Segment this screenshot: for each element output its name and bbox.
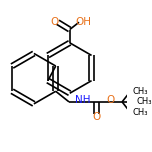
Text: O: O (50, 17, 59, 27)
Text: CH₃: CH₃ (133, 108, 148, 117)
Text: O: O (107, 95, 115, 105)
Text: O: O (93, 112, 101, 122)
Text: CH₃: CH₃ (133, 87, 148, 96)
Text: CH₃: CH₃ (136, 97, 152, 106)
Text: NH: NH (74, 95, 90, 105)
Text: OH: OH (75, 17, 91, 27)
